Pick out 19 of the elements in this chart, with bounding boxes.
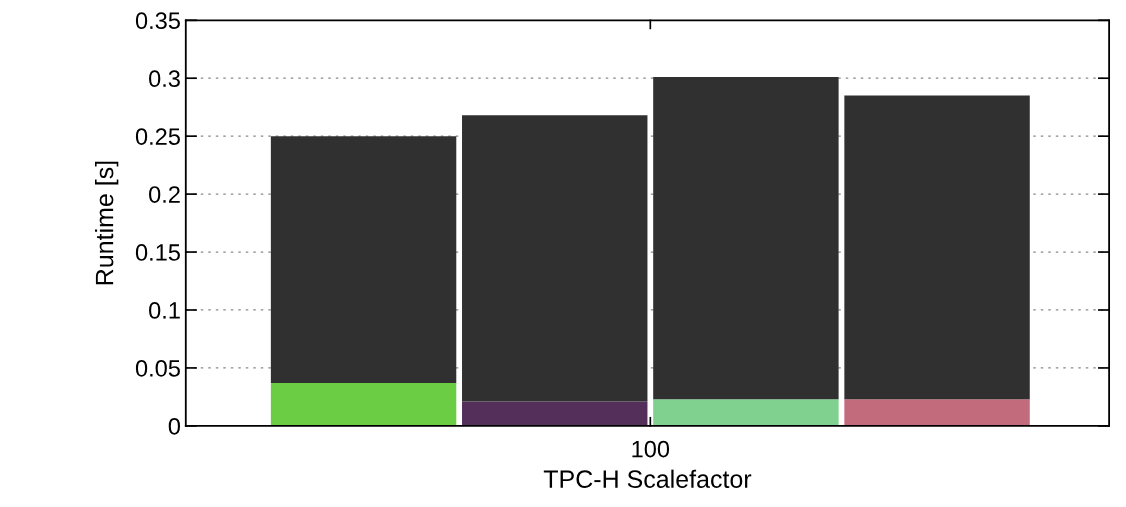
bar: [844, 399, 1030, 426]
x-axis-title: TPC-H Scalefactor: [543, 469, 752, 488]
y-tick-label: 0.15: [135, 244, 180, 261]
y-axis-title: Runtime [s]: [95, 161, 119, 285]
bar: [844, 95, 1030, 400]
y-tick-label: 0.3: [149, 70, 180, 88]
y-tick-label: 0.2: [149, 186, 180, 203]
bar: [653, 399, 839, 426]
y-tick-label: 0.35: [135, 12, 180, 30]
text: 100: [632, 440, 670, 458]
bar: [462, 401, 648, 426]
y-tick-label: 0.25: [135, 128, 180, 145]
y-tick-label: 0: [168, 417, 181, 435]
y-tick-label: 0.05: [135, 360, 180, 377]
bar: [270, 136, 457, 383]
bar: [270, 383, 457, 426]
y-tick-label: 0.1: [149, 302, 180, 319]
bar: [653, 77, 839, 400]
bar: [462, 115, 648, 402]
